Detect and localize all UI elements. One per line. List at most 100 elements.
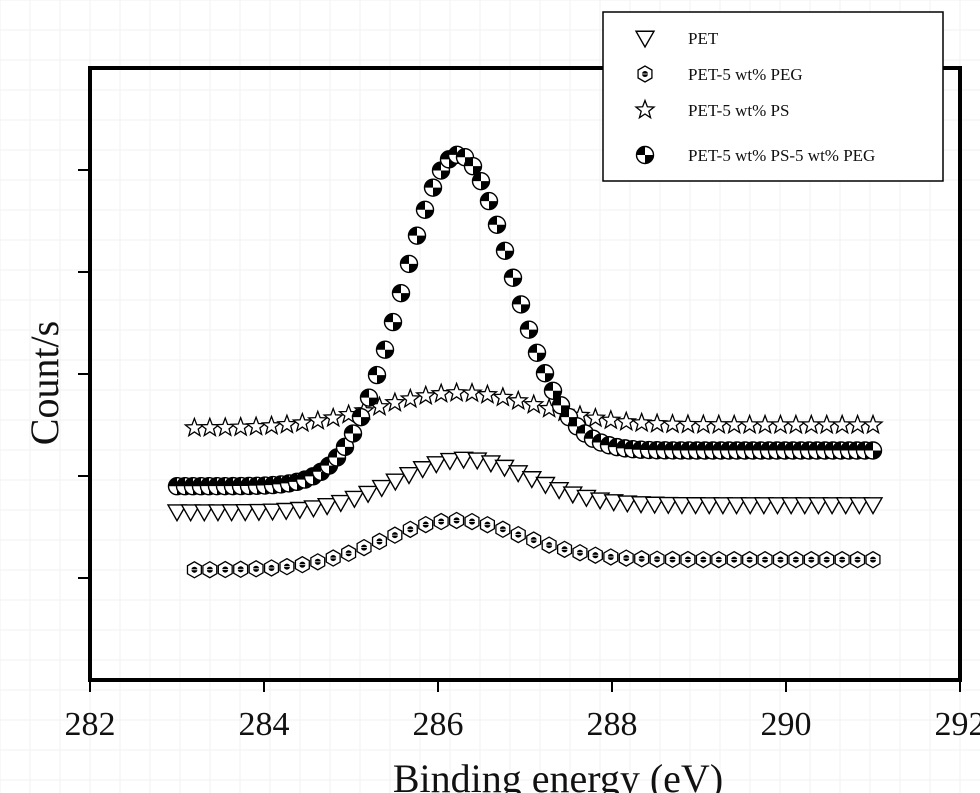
data-point: [418, 515, 434, 534]
data-point: [562, 486, 583, 505]
data-point: [303, 500, 324, 519]
data-point: [815, 413, 838, 435]
data-point: [207, 504, 229, 523]
data-point: [479, 515, 496, 534]
data-point: [407, 226, 427, 245]
data-point: [644, 496, 665, 515]
data-point: [819, 550, 835, 569]
data-point: [543, 381, 563, 400]
data-point: [262, 503, 283, 522]
data-point: [430, 382, 452, 403]
data-point: [221, 504, 242, 522]
data-point: [519, 320, 539, 339]
data-point: [711, 550, 727, 569]
axes: 282 284 286 288 290 292: [65, 169, 980, 743]
x-axis-title: Binding energy (eV): [393, 756, 723, 793]
legend-entry-pet-ps-peg: PET-5 wt% PS-5 wt% PEG: [688, 146, 875, 165]
data-point: [849, 550, 866, 569]
data-point: [183, 416, 206, 438]
data-point: [803, 550, 819, 569]
data-point: [494, 459, 515, 478]
data-point: [383, 312, 403, 332]
data-point: [260, 414, 283, 436]
data-point: [808, 497, 829, 515]
data-point: [343, 424, 363, 443]
data-point: [375, 340, 395, 359]
data-point: [541, 536, 557, 554]
data-point: [344, 490, 365, 509]
data-point: [849, 497, 870, 515]
data-point: [846, 413, 869, 435]
data-point: [617, 495, 638, 514]
data-point: [692, 413, 715, 434]
legend-symbols: [634, 30, 656, 165]
data-point: [772, 550, 789, 569]
data-point: [412, 461, 433, 479]
data-point: [327, 448, 347, 467]
data-point: [831, 413, 853, 435]
data-point: [511, 295, 531, 314]
series-2: [183, 381, 884, 438]
data-point: [753, 497, 775, 515]
data-point: [661, 412, 684, 434]
data-point: [685, 497, 706, 515]
x-tick-label: 292: [935, 706, 980, 743]
data-point: [464, 512, 480, 531]
legend-entry-pet-ps: PET-5 wt% PS: [688, 101, 789, 120]
data-point: [723, 413, 746, 435]
data-point: [637, 65, 653, 83]
legend-entry-pet: PET: [688, 29, 719, 48]
data-point: [863, 441, 883, 460]
data-point: [587, 546, 603, 564]
x-tick-label: 286: [413, 706, 464, 743]
data-point: [402, 520, 418, 539]
data-point: [739, 497, 761, 515]
data-point: [785, 413, 807, 435]
data-point: [658, 496, 679, 515]
data-point: [291, 411, 314, 433]
data-point: [865, 550, 881, 569]
data-point: [479, 191, 499, 211]
data-point: [330, 494, 351, 513]
data-point: [695, 550, 711, 569]
data-point: [186, 561, 202, 579]
data-point: [862, 413, 884, 435]
data-point: [180, 504, 201, 523]
data-point: [356, 538, 372, 557]
data-point: [391, 283, 411, 303]
series-0: [166, 451, 884, 523]
data-point: [433, 512, 449, 531]
data-point: [788, 550, 804, 569]
data-point: [276, 413, 298, 434]
data-point: [414, 384, 437, 406]
data-point: [399, 387, 422, 409]
data-point: [507, 465, 529, 484]
data-point: [800, 413, 823, 435]
data-point: [248, 560, 264, 578]
data-point: [351, 407, 371, 427]
data-point: [248, 503, 270, 522]
data-point: [367, 365, 387, 385]
data-point: [603, 548, 619, 566]
data-point: [495, 520, 511, 539]
data-point: [279, 557, 295, 576]
data-point: [492, 386, 514, 407]
series-3: [167, 145, 883, 496]
data-point: [699, 497, 720, 515]
data-point: [322, 406, 345, 428]
legend: PET PET-5 wt% PEG PET-5 wt% PS PET-5 wt%…: [602, 11, 944, 182]
data-point: [634, 98, 656, 120]
data-point: [415, 200, 435, 219]
data-point: [495, 241, 515, 260]
data-point: [335, 437, 355, 457]
data-point: [461, 381, 483, 403]
data-point: [576, 489, 597, 508]
data-point: [757, 550, 773, 569]
data-point: [306, 409, 329, 431]
data-point: [471, 171, 491, 191]
data-point: [677, 413, 699, 434]
data-point: [387, 526, 403, 544]
data-point: [289, 501, 311, 520]
data-point: [371, 532, 388, 551]
